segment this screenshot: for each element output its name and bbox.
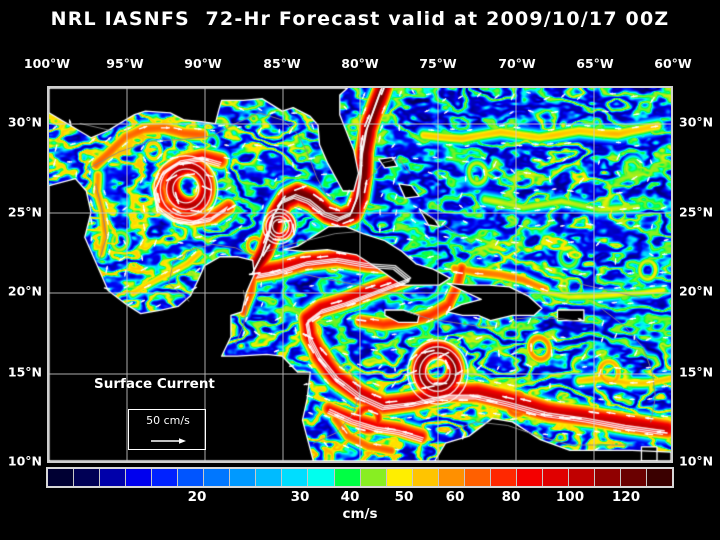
colorbar-segment [594,469,622,486]
lon-label-90w: 90°W [184,56,222,71]
colorbar-tick-20: 20 [187,489,207,505]
colorbar-tick-100: 100 [555,489,585,505]
lon-label-65w: 65°W [576,56,614,71]
colorbar-tick-80: 80 [501,489,521,505]
lon-label-100w: 100°W [23,56,71,71]
lat-label-right-10n: 10°N [679,453,714,469]
colorbar-segment [230,469,257,486]
colorbar-tick-60: 60 [445,489,465,505]
colorbar-segment [516,469,543,486]
lat-label-left-30n: 30°N [7,114,42,130]
lat-label-left-10n: 10°N [7,453,42,469]
lon-label-80w: 80°W [341,56,379,71]
colorbar-tick-40: 40 [340,489,360,505]
current-speed-field [49,88,671,461]
colorbar-segment [647,469,673,486]
colorbar [46,467,674,488]
scale-arrow-icon [151,438,186,444]
lat-label-right-20n: 20°N [679,283,714,299]
lon-label-60w: 60°W [654,56,692,71]
colorbar-segment [74,469,101,486]
colorbar-segment [542,469,569,486]
lat-label-right-25n: 25°N [679,204,714,220]
lat-label-left-20n: 20°N [7,283,42,299]
colorbar-segment [621,469,648,486]
lat-label-left-15n: 15°N [7,364,42,380]
scale-reference-box: 50 cm/s [128,409,206,450]
lat-label-right-30n: 30°N [679,114,714,130]
map-panel [47,86,673,463]
colorbar-units-label: cm/s [342,506,378,522]
colorbar-segment [438,469,465,486]
colorbar-segment [256,469,283,486]
lon-label-85w: 85°W [263,56,301,71]
colorbar-tick-120: 120 [611,489,641,505]
lon-label-75w: 75°W [419,56,457,71]
lon-label-95w: 95°W [106,56,144,71]
colorbar-segment [126,469,153,486]
colorbar-segment [412,469,439,486]
colorbar-segment [334,469,361,486]
colorbar-segment [464,469,491,486]
colorbar-segment [48,469,75,486]
scale-reference-label: 50 cm/s [146,414,190,427]
colorbar-segment [282,469,309,486]
lat-label-left-25n: 25°N [7,204,42,220]
colorbar-segment [178,469,205,486]
colorbar-tick-30: 30 [290,489,310,505]
colorbar-tick-50: 50 [394,489,414,505]
colorbar-segment [308,469,335,486]
colorbar-segment [568,469,595,486]
page-title: NRL IASNFS 72-Hr Forecast valid at 2009/… [50,8,670,30]
colorbar-segment [386,469,413,486]
colorbar-segment [152,469,179,486]
colorbar-segment [360,469,387,486]
colorbar-segment [100,469,127,486]
legend-title: Surface Current [94,376,215,392]
colorbar-segment [490,469,517,486]
colorbar-segment [204,469,231,486]
lon-label-70w: 70°W [498,56,536,71]
lat-label-right-15n: 15°N [679,364,714,380]
